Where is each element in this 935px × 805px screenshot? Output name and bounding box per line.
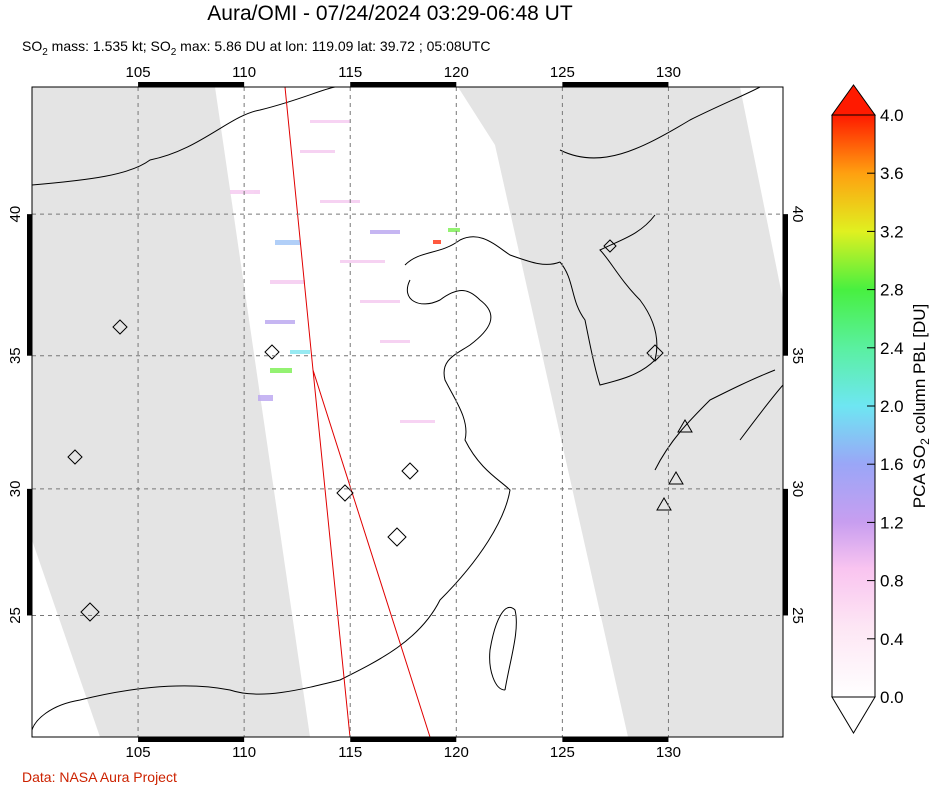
no-data-swath xyxy=(458,87,783,737)
lat-label: 35 xyxy=(7,347,24,364)
text-part: column PBL [DU] xyxy=(910,304,929,438)
orbit-edge xyxy=(284,87,431,737)
map-area xyxy=(32,87,783,737)
colorbar-tick-label: 1.6 xyxy=(880,455,904,474)
colorbar-tick-label: 2.0 xyxy=(880,397,904,416)
graticule xyxy=(32,87,783,737)
lat-label: 30 xyxy=(789,481,806,498)
colorbar-tick-label: 0.4 xyxy=(880,630,904,649)
frame-bar xyxy=(27,488,32,616)
colorbar-tick-label: 3.6 xyxy=(880,164,904,183)
lon-label: 120 xyxy=(444,64,469,81)
text-part: PCA SO xyxy=(910,445,929,508)
frame-bar xyxy=(350,82,457,87)
colorbar-under xyxy=(831,696,876,734)
volcano-markers xyxy=(67,239,693,622)
subscript: 2 xyxy=(918,438,932,445)
text-part: mass: 1.535 kt; SO xyxy=(48,38,171,54)
lat-label: 30 xyxy=(7,481,24,498)
colorbar-tick-label: 4.0 xyxy=(880,106,904,125)
lat-label: 25 xyxy=(7,607,24,624)
frame-bar xyxy=(350,737,457,742)
lon-label: 105 xyxy=(126,744,151,761)
subscript: 2 xyxy=(171,47,177,58)
frame-bar xyxy=(562,82,669,87)
colorbar-label: PCA SO2 column PBL [DU] xyxy=(910,304,932,508)
lat-label: 40 xyxy=(789,206,806,223)
lon-label: 105 xyxy=(126,64,151,81)
colorbar-tick-label: 3.2 xyxy=(880,222,904,241)
text-part: max: 5.86 DU at lon: 119.09 lat: 39.72 ;… xyxy=(176,38,490,54)
colorbar-tick-label: 0.0 xyxy=(880,688,904,707)
retrieval-streaks xyxy=(230,120,460,423)
lon-label: 115 xyxy=(338,64,362,81)
lon-label: 110 xyxy=(232,744,256,761)
colorbar-over xyxy=(831,84,876,116)
text-part: SO xyxy=(22,38,42,54)
frame-bar xyxy=(562,737,669,742)
frame-bar xyxy=(138,737,245,742)
subscript: 2 xyxy=(42,47,48,58)
lon-label: 120 xyxy=(444,744,469,761)
title: Aura/OMI - 07/24/2024 03:29-06:48 UT xyxy=(207,2,573,25)
frame-bar xyxy=(138,82,245,87)
lon-label: 125 xyxy=(550,64,575,81)
lon-label: 130 xyxy=(656,744,681,761)
colorbar-tick-label: 2.8 xyxy=(880,281,904,300)
subtitle: SO2 mass: 1.535 kt; SO2 max: 5.86 DU at … xyxy=(22,38,490,58)
frame-bar xyxy=(783,488,788,616)
no-data-swath xyxy=(32,87,310,737)
colorbar-tick-label: 1.2 xyxy=(880,513,904,532)
coastline xyxy=(32,87,783,731)
lon-label: 115 xyxy=(338,744,362,761)
colorbar-tick-label: 0.8 xyxy=(880,572,904,591)
lon-label: 125 xyxy=(550,744,575,761)
frame-bar xyxy=(27,214,32,356)
lon-label: 110 xyxy=(232,64,256,81)
lon-label: 130 xyxy=(656,64,681,81)
colorbar-tick-label: 2.4 xyxy=(880,339,904,358)
lat-label: 35 xyxy=(789,347,806,364)
credit: Data: NASA Aura Project xyxy=(22,769,177,785)
lat-label: 25 xyxy=(789,607,806,624)
lat-label: 40 xyxy=(7,206,24,223)
frame-bar xyxy=(783,214,788,356)
